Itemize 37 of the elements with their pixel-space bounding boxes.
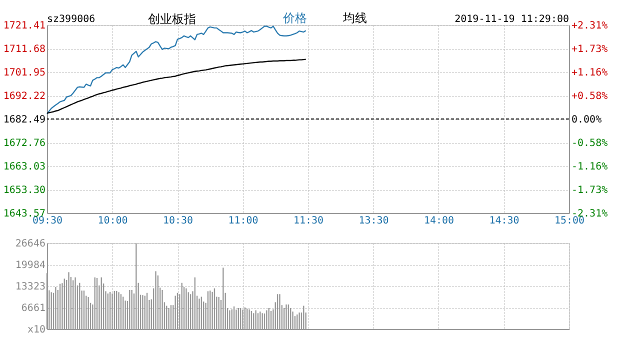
x-tick-label: 14:00 bbox=[424, 216, 454, 226]
y-tick-label: 26646 bbox=[15, 238, 46, 250]
y2-tick-label: +0.58% bbox=[572, 90, 608, 102]
x-tick-label: 11:30 bbox=[293, 216, 324, 226]
x-tick-label: 14:30 bbox=[489, 216, 520, 226]
x-tick-label: 13:30 bbox=[358, 216, 389, 226]
y-tick-label: 1653.30 bbox=[3, 185, 46, 196]
y-tick-label: 13323 bbox=[15, 282, 46, 292]
y-tick-label: 1672.76 bbox=[3, 138, 46, 149]
y2-tick-label: -1.73% bbox=[572, 184, 608, 196]
x-tick-label: 09:30 bbox=[32, 216, 63, 226]
y-tick-label: 1721.41 bbox=[3, 20, 46, 32]
y2-tick-label: +2.31% bbox=[572, 20, 608, 32]
y-tick-label: x10 bbox=[27, 324, 46, 336]
x-tick-label: 10:30 bbox=[162, 216, 194, 226]
text: 均线 bbox=[342, 11, 367, 25]
y2-tick-label: -1.16% bbox=[572, 162, 608, 173]
x-tick-label: 11:00 bbox=[228, 216, 258, 226]
y2-tick-label: +1.73% bbox=[572, 44, 608, 56]
line-series bbox=[46, 58, 306, 114]
y-tick-label: 1701.95 bbox=[3, 68, 46, 78]
chart-title: 创业板指 bbox=[148, 12, 196, 26]
text: sz399006 bbox=[47, 14, 96, 25]
y-tick-label: 1711.68 bbox=[3, 44, 46, 55]
text: 2019-11-19 11:29:00 bbox=[454, 14, 569, 25]
y-tick-label: 6661 bbox=[21, 303, 46, 314]
x-tick-label: 15:00 bbox=[554, 216, 585, 226]
y-tick-label: 19984 bbox=[15, 260, 46, 271]
series-label: 价格 bbox=[282, 11, 307, 25]
y-tick-label: 1682.49 bbox=[3, 114, 46, 126]
x-tick-label: 10:00 bbox=[98, 216, 128, 226]
y2-tick-label: 0.00% bbox=[572, 114, 602, 126]
line-series bbox=[46, 26, 306, 115]
y2-tick-label: -0.58% bbox=[572, 138, 608, 150]
y2-tick-label: +1.16% bbox=[572, 67, 608, 78]
y-tick-label: 1692.22 bbox=[3, 91, 46, 102]
y-tick-label: 1663.03 bbox=[3, 162, 46, 172]
